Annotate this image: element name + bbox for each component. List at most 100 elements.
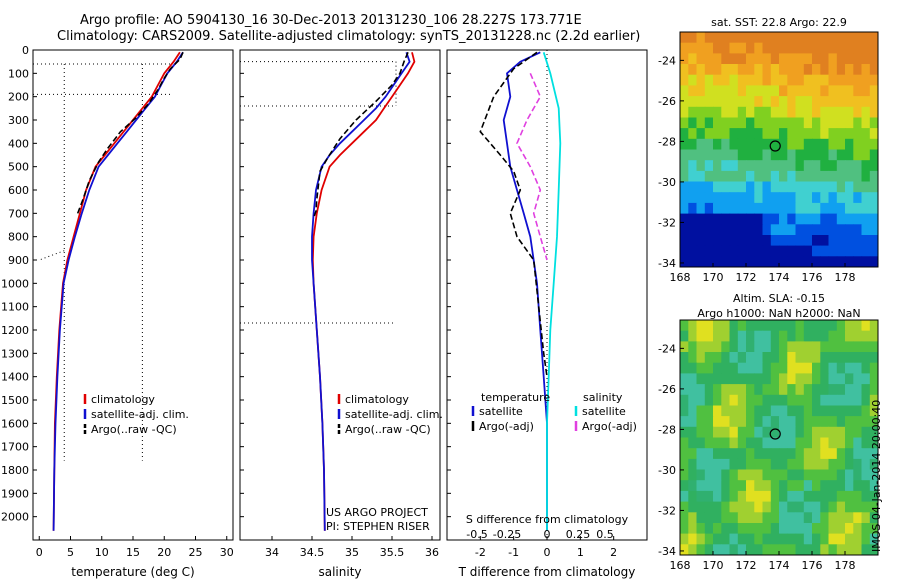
sst-map-cell: [704, 213, 714, 225]
sla-map-cell: [729, 512, 739, 524]
sst-map-cell: [845, 53, 854, 65]
sst-map-cell: [828, 74, 838, 86]
sst-map-cell: [869, 117, 878, 129]
sla-map-cell: [869, 416, 878, 428]
sst-map-cell: [680, 245, 689, 257]
sst-map-cell: [680, 213, 689, 225]
sst-map-cell: [770, 160, 780, 172]
sla-map-cell: [713, 437, 722, 449]
sla-map-cell: [704, 394, 714, 407]
sst-map-cell: [820, 138, 830, 151]
sst-map-cell: [812, 32, 821, 44]
sst-map-cell: [795, 85, 805, 97]
sla-map-cell: [845, 480, 854, 492]
sst-map-cell: [820, 181, 830, 193]
sst-map-cell: [737, 192, 747, 204]
sst-map-cell: [770, 170, 780, 183]
sst-map-cell: [688, 213, 698, 225]
sst-map-cell: [746, 96, 755, 108]
sst-map-cell: [828, 224, 838, 236]
sla-map-cell: [820, 362, 830, 374]
sla-map-cell: [836, 469, 846, 481]
imos-stamp: IMOS 04-Jan-2014 20:00:40: [870, 399, 883, 552]
sst-map-cell: [721, 74, 731, 86]
temperature-line-0: [52, 51, 181, 531]
sst-map-cell: [845, 245, 854, 257]
sst-map-cell: [812, 117, 821, 129]
sla-map-cell: [787, 544, 797, 555]
sla-map-cell: [721, 437, 731, 449]
sst-map-cell: [812, 256, 821, 267]
sla-map-cell: [696, 544, 706, 555]
sla-map-cell: [828, 362, 838, 374]
sla-map-cell: [787, 330, 797, 342]
sla-map-cell: [729, 384, 739, 396]
sla-map-cell: [770, 341, 780, 353]
sla-map-cell: [729, 448, 739, 460]
sst-map-cell: [688, 117, 698, 129]
salinity-xtick-label-4: 36: [425, 546, 439, 559]
sla-map-cell: [729, 480, 739, 492]
sst-map-cell: [746, 224, 755, 236]
sst-map-cell: [762, 170, 772, 183]
sst-map-cell: [861, 106, 871, 119]
sst-map-cell: [713, 106, 722, 119]
sst-map-cell: [696, 42, 706, 54]
temperature-ytick-label-9: 900: [8, 254, 29, 267]
sst-map-cell: [795, 106, 805, 119]
salinity-annotation-1: PI: STEPHEN RISER: [326, 520, 430, 533]
sst-map-cell: [812, 85, 821, 97]
sst-map-cell: [762, 213, 772, 225]
sst-map-title: sat. SST: 22.8 Argo: 22.9: [711, 16, 847, 29]
salinity-line-1: [311, 52, 411, 531]
sst-map-cell: [713, 128, 722, 140]
sla-map-cell: [754, 490, 764, 503]
sst-map-cell: [787, 64, 797, 76]
sla-map-cell: [853, 544, 863, 555]
sst-map-cell: [729, 202, 739, 215]
sst-map-cell: [820, 85, 830, 97]
sst-map-cell: [779, 32, 788, 44]
sla-map-cell: [721, 523, 731, 535]
sla-map-cell: [836, 373, 846, 385]
sst-map-cell: [746, 128, 755, 140]
sla-map-cell: [803, 533, 813, 545]
difference-line-1: [479, 51, 548, 377]
sla-map-cell: [787, 384, 797, 396]
sla-map-cell: [861, 490, 871, 503]
sst-map-cell: [795, 117, 805, 129]
sst-map-cell: [795, 160, 805, 172]
sla-map-cell: [754, 437, 764, 449]
sst-map-cell: [688, 224, 698, 236]
sst-map-cell: [869, 149, 878, 161]
sst-map-cell: [853, 53, 863, 65]
sst-map-cell: [754, 64, 764, 76]
sst-map-cell: [787, 213, 797, 225]
sla-map-cell: [729, 490, 739, 503]
sst-map-cell: [713, 213, 722, 225]
sst-map-cell: [729, 53, 739, 65]
sla-map-cell: [795, 490, 805, 503]
temperature-ytick-label-19: 1900: [1, 487, 29, 500]
sla-map-cell: [704, 533, 714, 545]
sla-map-cell: [787, 523, 797, 535]
sla-map-cell: [770, 416, 780, 428]
sst-map-cell: [721, 213, 731, 225]
sla-map-cell: [803, 523, 813, 535]
sst-map-cell: [713, 192, 722, 204]
sla-map-cell: [713, 352, 722, 364]
sla-map-cell: [762, 352, 772, 364]
sst-map-cell: [754, 235, 764, 247]
sla-map-cell: [721, 330, 731, 342]
sla-map-cell: [762, 394, 772, 407]
sla-map-cell: [746, 512, 755, 524]
sla-map-cell: [737, 448, 747, 460]
sla-map-cell: [746, 373, 755, 385]
sst-map-cell: [696, 256, 706, 267]
salinity-xtick-label-3: 35.5: [380, 546, 405, 559]
sla-map-cell: [845, 373, 854, 385]
sla-map-cell: [688, 512, 698, 524]
sla-map-cell: [869, 533, 878, 545]
sla-map-cell: [779, 330, 788, 342]
sla-map-cell: [704, 362, 714, 374]
